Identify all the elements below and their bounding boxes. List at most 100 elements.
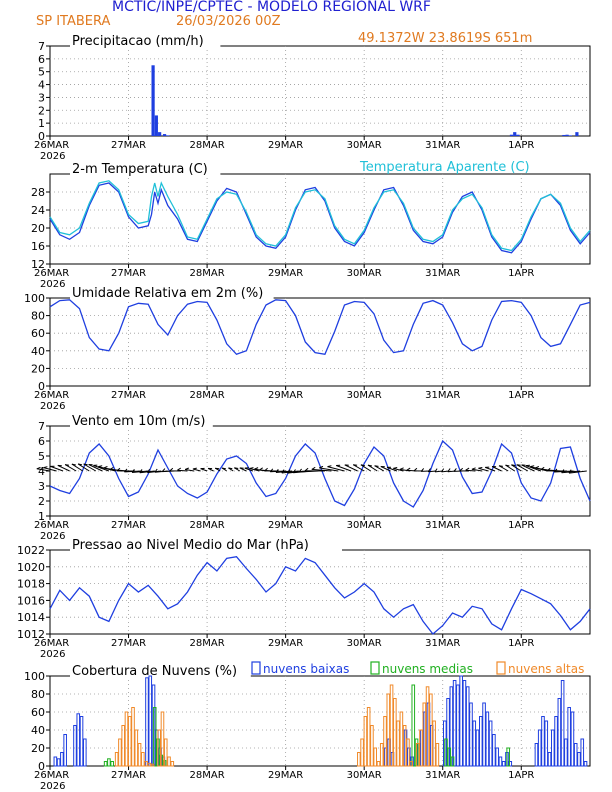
- x-tick-label: 26MAR: [34, 638, 69, 649]
- cloud-bar-orange: [141, 752, 145, 767]
- wind-barb: [485, 466, 496, 472]
- x-tick-label: 27MAR: [111, 520, 146, 531]
- cloud-bar-blue: [557, 698, 562, 767]
- wind-barb-head: [116, 467, 121, 472]
- wind-barb: [393, 467, 404, 472]
- y-tick-label: 60: [31, 327, 45, 340]
- wind-barb-head: [568, 469, 572, 474]
- x-tick-label: 27MAR: [111, 268, 146, 279]
- y-tick-label: 3: [38, 91, 45, 104]
- x-tick-label: 28MAR: [190, 140, 225, 151]
- precip-bar: [162, 134, 167, 136]
- x-tick-label: 31MAR: [425, 390, 460, 401]
- panel-title: 2-m Temperatura (C): [72, 162, 208, 177]
- precip-bar: [516, 134, 520, 136]
- y-tick-label: 0: [38, 380, 45, 393]
- wind-barb: [471, 468, 483, 472]
- wind-barb-head: [399, 467, 404, 470]
- y-tick-label: 20: [31, 742, 45, 755]
- series-line-blue: [49, 182, 591, 254]
- cloud-bar-orange: [422, 702, 427, 767]
- y-tick-label: 6: [38, 435, 45, 448]
- y-tick-label: 4: [38, 79, 45, 92]
- cloud-bar-blue: [554, 716, 558, 767]
- cloud-bar-blue: [537, 729, 542, 767]
- y-tick-label: 12: [31, 258, 45, 271]
- wind-barb-head: [353, 464, 358, 466]
- panel-title: Umidade Relativa em 2m (%): [72, 286, 263, 301]
- wind-barb-head: [413, 467, 418, 472]
- x-tick-sublabel: 2026: [40, 781, 65, 792]
- y-tick-label: 1: [38, 117, 45, 130]
- panel-title: Vento em 10m (m/s): [72, 414, 205, 429]
- y-tick-label: 1020: [17, 561, 45, 574]
- y-tick-label: 80: [31, 310, 45, 323]
- wind-barb: [505, 464, 515, 472]
- y-tick-label: 100: [24, 292, 45, 305]
- wind-barb-head: [374, 465, 379, 467]
- panel-title-bg: [70, 664, 251, 679]
- x-tick-label: 30MAR: [347, 390, 382, 401]
- wind-barb-head: [98, 465, 103, 468]
- legend-label-green: nuvens medias: [382, 662, 473, 676]
- wind-barb-head: [453, 468, 457, 472]
- cloud-bar-orange: [121, 725, 126, 767]
- wind-barb-head: [215, 467, 220, 470]
- panel-title: Cobertura de Nuvens (%): [72, 664, 237, 679]
- wind-barb-head: [393, 467, 398, 469]
- wind-barb: [43, 467, 57, 472]
- x-tick-label: 1APR: [508, 390, 534, 401]
- y-tick-label: 2: [38, 104, 45, 117]
- cloud-bar-orange: [425, 686, 430, 767]
- cloud-bar-blue: [76, 713, 81, 767]
- wind-barb: [185, 469, 195, 472]
- cloud-bar-orange: [124, 711, 129, 767]
- x-tick-label: 30MAR: [347, 770, 382, 781]
- legend-swatch-orange: [496, 661, 506, 675]
- legend-label-cyan: Temperatura Aparente (C): [359, 160, 530, 175]
- cloud-bar-blue: [482, 702, 486, 767]
- cloud-bar-blue: [573, 743, 578, 767]
- x-tick-label: 29MAR: [268, 770, 303, 781]
- x-tick-label: 27MAR: [111, 390, 146, 401]
- wind-barb-head: [109, 466, 114, 470]
- cloud-bar-orange: [383, 716, 387, 767]
- x-tick-label: 30MAR: [347, 268, 382, 279]
- y-tick-label: 4: [38, 465, 45, 478]
- cloud-bar-orange: [160, 711, 165, 767]
- wind-barb-head: [327, 465, 332, 468]
- cloud-bar-orange: [360, 738, 364, 767]
- y-tick-label: 0: [38, 130, 45, 143]
- cloud-bar-orange: [147, 762, 152, 767]
- cloud-bar-blue: [544, 720, 549, 767]
- wind-barb: [177, 469, 188, 472]
- wind-barb: [327, 466, 345, 472]
- cloud-bar-orange: [399, 711, 404, 767]
- panel-frame: [49, 675, 591, 767]
- wind-barb-head: [177, 467, 182, 471]
- wind-barb-head: [36, 466, 41, 470]
- wind-barb-head: [535, 465, 540, 469]
- precip-bar: [565, 134, 569, 136]
- x-tick-label: 30MAR: [347, 520, 382, 531]
- wind-barb: [525, 465, 542, 472]
- cloud-bar-green: [450, 756, 455, 767]
- y-tick-label: 5: [38, 66, 45, 79]
- panel-title-bg: [70, 538, 342, 553]
- cloud-bar-blue: [475, 729, 480, 767]
- y-tick-label: 3: [38, 480, 45, 493]
- x-tick-label: 26MAR: [34, 390, 69, 401]
- precip-bar: [509, 134, 514, 136]
- precip-bar: [166, 135, 170, 136]
- wind-barb: [568, 470, 587, 474]
- header-title: MCTIC/INPE/CPTEC - MODELO REGIONAL WRF: [112, 0, 431, 15]
- wind-barb-head: [71, 463, 76, 466]
- legend-label-orange: nuvens altas: [508, 662, 584, 676]
- wind-barb-head: [83, 463, 88, 466]
- wind-barb-head: [530, 465, 535, 468]
- cloud-bar-blue: [551, 729, 555, 767]
- cloud-bar-blue: [462, 680, 467, 767]
- y-tick-label: 1014: [17, 611, 45, 624]
- cloud-bar-blue: [53, 756, 58, 767]
- cloud-bar-blue: [547, 752, 552, 767]
